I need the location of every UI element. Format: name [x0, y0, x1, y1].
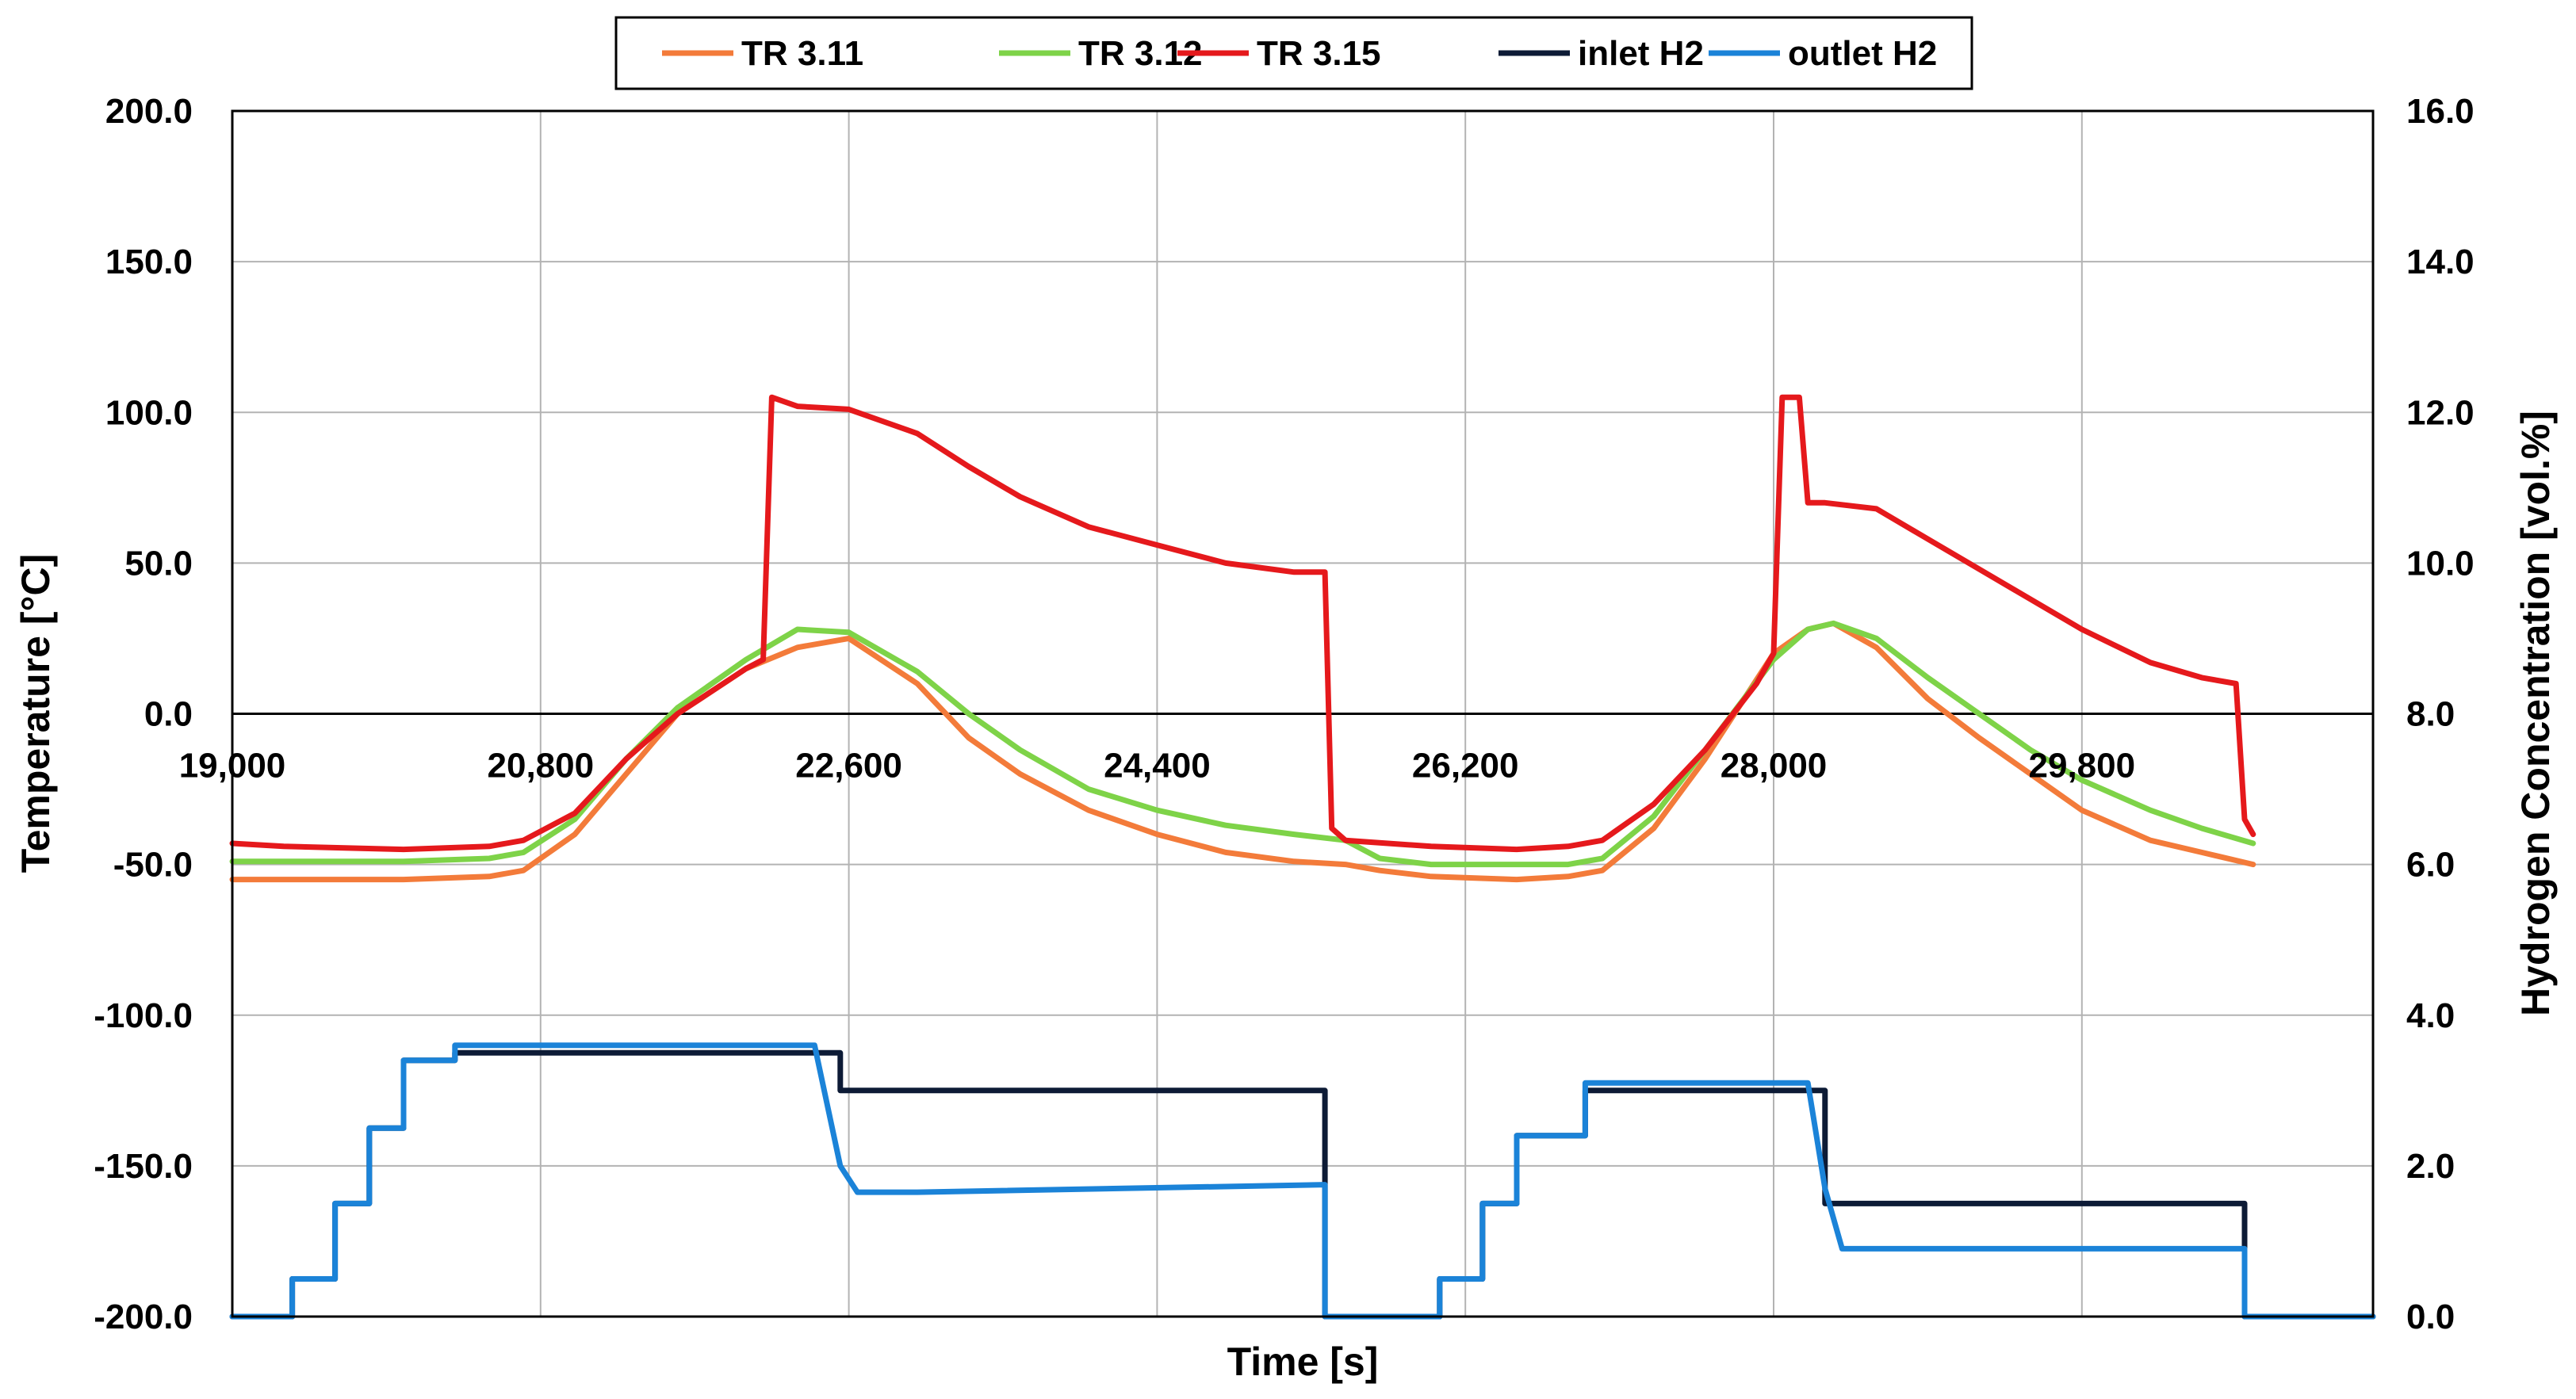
x-tick-label: 24,400 [1104, 747, 1211, 786]
legend-label-outlet-h2: outlet H2 [1788, 34, 1937, 73]
y-left-axis-title: Temperature [°C] [13, 554, 58, 873]
legend: TR 3.11 TR 3.12 TR 3.15 inlet H2 outlet H2 [614, 16, 1973, 90]
y-left-tick-label: 150.0 [105, 243, 193, 281]
y-left-tick-label: -50.0 [113, 846, 193, 885]
y-right-tick-labels: 16.0 14.0 12.0 10.0 8.0 6.0 4.0 2.0 0.0 [2406, 92, 2475, 1336]
y-left-tick-label: -100.0 [94, 996, 193, 1035]
y-right-tick-label: 6.0 [2406, 846, 2455, 885]
x-axis-title: Time [s] [1227, 1340, 1379, 1384]
y-left-tick-labels: 200.0 150.0 100.0 50.0 0.0 -50.0 -100.0 -150.0 -… [94, 92, 193, 1336]
x-tick-label: 20,800 [488, 747, 595, 786]
y-left-tick-label: -200.0 [94, 1298, 193, 1336]
y-right-tick-label: 2.0 [2406, 1147, 2455, 1186]
y-left-tick-label: 100.0 [105, 393, 193, 432]
x-tick-label: 29,800 [2029, 747, 2136, 786]
series-line-tr-3-12 [229, 620, 2256, 868]
series-layer [229, 394, 2376, 1320]
y-right-tick-label: 0.0 [2406, 1298, 2455, 1336]
y-right-tick-label: 12.0 [2406, 393, 2475, 432]
legend-label-inlet-h2: inlet H2 [1578, 34, 1704, 73]
x-tick-label: 22,600 [795, 747, 902, 786]
plot-area-frame [231, 109, 2375, 1318]
legend-label-tr-3-15: TR 3.15 [1257, 34, 1381, 73]
y-right-tick-label: 16.0 [2406, 92, 2475, 131]
y-right-tick-label: 4.0 [2406, 996, 2455, 1035]
y-right-axis-title: Hydrogen Concentration [vol.%] [2513, 411, 2558, 1016]
x-tick-label: 26,200 [1412, 747, 1519, 786]
x-tick-label: 19,000 [179, 747, 286, 786]
x-tick-labels: 19,000 20,800 22,600 24,400 26,200 28,000 29,8… [179, 747, 2135, 786]
y-left-tick-label: -150.0 [94, 1147, 193, 1186]
x-tick-label: 28,000 [1721, 747, 1828, 786]
y-right-tick-label: 8.0 [2406, 695, 2455, 734]
y-left-tick-label: 50.0 [124, 544, 193, 583]
y-left-tick-label: 0.0 [144, 695, 193, 734]
y-left-tick-label: 200.0 [105, 92, 193, 131]
series-line-tr-3-15 [229, 394, 2256, 853]
legend-label-tr-3-11: TR 3.11 [741, 34, 863, 73]
y-right-tick-label: 14.0 [2406, 243, 2475, 281]
y-right-tick-label: 10.0 [2406, 544, 2475, 583]
series-line-outlet-h2 [229, 1042, 2376, 1320]
